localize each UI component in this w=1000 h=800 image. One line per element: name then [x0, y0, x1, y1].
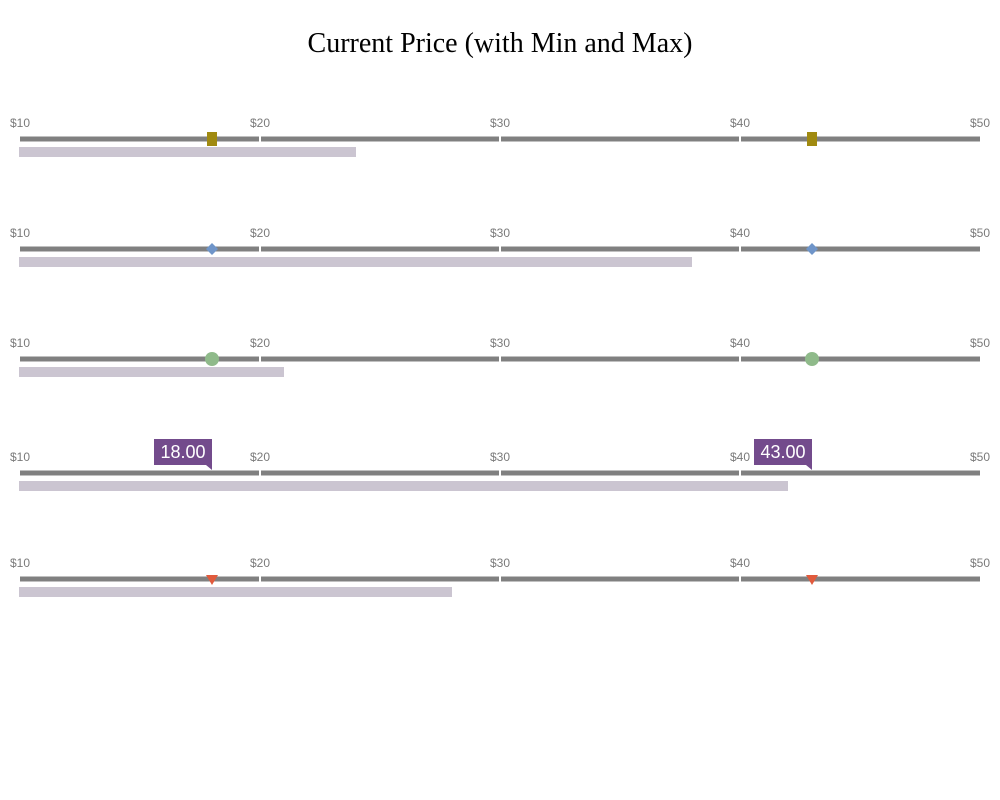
tick-gap — [499, 136, 501, 142]
max-value-callout: 43.00 — [754, 439, 812, 470]
current-value-bar — [19, 147, 356, 157]
tick-gap — [259, 136, 261, 142]
tick-label: $50 — [970, 116, 990, 130]
current-value-bar — [19, 257, 692, 267]
max-value-callout-box — [754, 439, 812, 465]
tick-label: $40 — [730, 116, 750, 130]
tick-gap — [739, 356, 741, 362]
tick-gap — [739, 136, 741, 142]
max-marker — [807, 132, 817, 146]
tick-label: $30 — [490, 226, 510, 240]
tick-label: $20 — [250, 556, 270, 570]
tick-gap — [739, 576, 741, 582]
min-marker — [205, 352, 219, 366]
tick-label: $10 — [10, 116, 30, 130]
chart-title: Current Price (with Min and Max) — [308, 28, 693, 59]
tick-label: $20 — [250, 450, 270, 464]
tick-label: $40 — [730, 450, 750, 464]
tick-gap — [259, 470, 261, 476]
bullet-row-4: $10 $20 $30 $40 $50 18.00 43.00 — [10, 439, 990, 491]
tick-label: $50 — [970, 450, 990, 464]
tick-label: $20 — [250, 116, 270, 130]
tick-label: $10 — [10, 450, 30, 464]
bullet-row-3: $10 $20 $30 $40 $50 — [10, 336, 990, 377]
min-marker — [206, 575, 218, 585]
max-marker — [806, 243, 818, 255]
tick-gap — [259, 356, 261, 362]
tick-label: $20 — [250, 336, 270, 350]
tick-label: $40 — [730, 226, 750, 240]
tick-label: $10 — [10, 226, 30, 240]
tick-gap — [259, 246, 261, 252]
tick-label: $10 — [10, 556, 30, 570]
max-marker — [805, 352, 819, 366]
tick-label: $30 — [490, 556, 510, 570]
max-value-callout-pointer — [806, 465, 812, 470]
tick-label: $50 — [970, 336, 990, 350]
tick-label: $10 — [10, 336, 30, 350]
tick-label: $30 — [490, 336, 510, 350]
bullet-row-5: $10 $20 $30 $40 $50 — [10, 556, 990, 597]
tick-label: $40 — [730, 556, 750, 570]
tick-gap — [259, 576, 261, 582]
min-value-callout-pointer — [206, 465, 212, 470]
tick-label: $30 — [490, 450, 510, 464]
tick-label: $30 — [490, 116, 510, 130]
max-marker — [806, 575, 818, 585]
tick-gap — [499, 470, 501, 476]
tick-label: $50 — [970, 226, 990, 240]
current-value-bar — [19, 481, 788, 491]
tick-gap — [499, 576, 501, 582]
current-value-bar — [19, 367, 284, 377]
tick-gap — [499, 246, 501, 252]
min-marker — [206, 243, 218, 255]
min-value-callout: 18.00 — [154, 439, 212, 470]
bullet-row-1: $10 $20 $30 $40 $50 — [10, 116, 990, 157]
tick-gap — [499, 356, 501, 362]
min-marker — [207, 132, 217, 146]
current-value-bar — [19, 587, 452, 597]
tick-label: $50 — [970, 556, 990, 570]
tick-gap — [739, 470, 741, 476]
tick-label: $40 — [730, 336, 750, 350]
bullet-row-2: $10 $20 $30 $40 $50 — [10, 226, 990, 267]
min-value-callout-box — [154, 439, 212, 465]
chart-rows: $10 $20 $30 $40 $50$10 $20 $30 $40 $50$10 $20 $30 $… — [10, 116, 990, 597]
tick-label: $20 — [250, 226, 270, 240]
max-value-callout-label: 43.00 — [760, 442, 805, 462]
tick-gap — [739, 246, 741, 252]
min-value-callout-label: 18.00 — [160, 442, 205, 462]
